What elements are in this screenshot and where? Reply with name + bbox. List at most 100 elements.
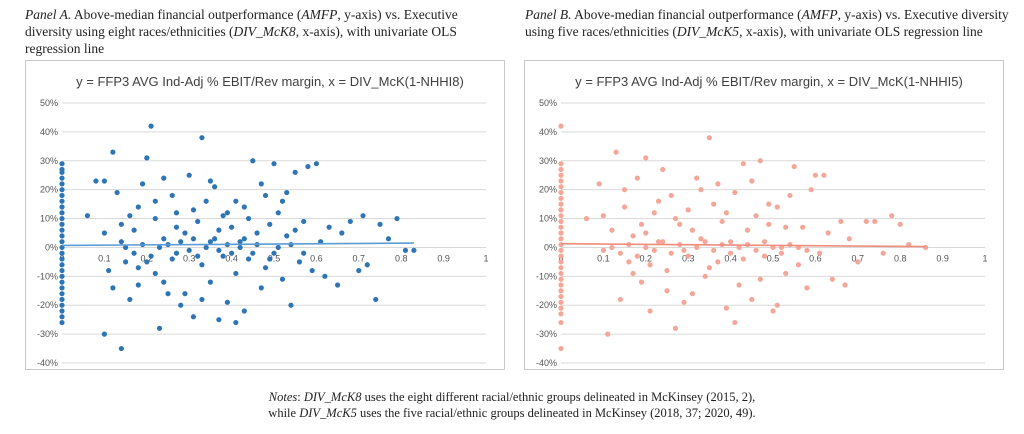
data-point	[301, 218, 307, 225]
data-point	[558, 311, 564, 317]
regression-line	[61, 242, 414, 247]
data-point	[203, 244, 209, 251]
data-point	[59, 210, 65, 216]
data-point	[186, 247, 192, 253]
data-point	[923, 244, 929, 251]
notes-text: while	[268, 406, 300, 420]
data-point	[558, 319, 564, 326]
data-point	[740, 161, 746, 167]
data-point	[233, 198, 239, 204]
panel-a-caption: Panel A. Above-median financial outperfo…	[25, 6, 505, 57]
data-point	[394, 215, 400, 222]
x-tick-label: 0.9	[936, 253, 949, 263]
data-point	[182, 230, 188, 236]
data-point	[558, 259, 564, 265]
data-point	[558, 345, 564, 352]
data-point	[173, 210, 180, 216]
data-point	[101, 178, 107, 184]
data-point	[267, 256, 273, 262]
chart-title: y = FFP3 AVG Ind-Adj % EBIT/Rev margin, …	[76, 74, 464, 89]
data-point	[880, 250, 886, 256]
data-point	[749, 178, 755, 184]
data-point	[59, 285, 65, 291]
data-point	[685, 207, 691, 213]
panel-a-label: Panel A.	[25, 7, 72, 22]
data-point	[630, 270, 636, 277]
data-point	[783, 224, 789, 230]
data-point	[305, 163, 311, 170]
data-point	[804, 247, 810, 253]
chart-panel-b: y = FFP3 AVG Ind-Adj % EBIT/Rev margin, …	[524, 60, 1004, 370]
data-point	[766, 201, 772, 207]
data-point	[288, 302, 294, 308]
data-point	[766, 221, 772, 227]
data-point	[558, 224, 564, 230]
data-point	[668, 250, 674, 256]
data-point	[583, 215, 590, 222]
caption-var: AMFP	[801, 7, 838, 22]
data-point	[364, 262, 370, 268]
y-tick-label: -20%	[536, 300, 557, 310]
notes-line-1: Notes: DIV_McK8 uses the eight different…	[0, 389, 1024, 405]
panel-b-caption: Panel B. Above-median financial outperfo…	[525, 6, 1015, 40]
y-tick-label: -10%	[536, 271, 557, 281]
data-point	[212, 236, 218, 242]
data-point	[190, 314, 197, 320]
data-point	[596, 181, 602, 187]
data-point	[59, 175, 65, 181]
data-point	[59, 256, 65, 262]
data-point	[732, 189, 738, 196]
data-point	[402, 247, 409, 253]
data-point	[655, 239, 662, 245]
data-point	[131, 227, 137, 233]
data-point	[296, 259, 303, 265]
data-point	[558, 265, 564, 271]
data-point	[220, 213, 226, 219]
data-point	[630, 233, 636, 239]
data-point	[245, 256, 252, 262]
data-point	[558, 178, 564, 184]
data-point	[178, 239, 184, 245]
x-tick-label: 0.3	[183, 253, 196, 263]
y-tick-label: 0%	[544, 242, 557, 252]
data-point	[622, 187, 628, 193]
x-tick-label: 0.8	[894, 253, 907, 263]
data-point	[787, 241, 793, 248]
data-point	[161, 175, 167, 181]
data-point	[258, 285, 264, 291]
data-point	[118, 345, 124, 352]
data-point	[634, 253, 640, 259]
data-point	[558, 282, 564, 288]
data-point	[101, 230, 107, 236]
data-point	[301, 250, 307, 256]
data-point	[182, 291, 188, 297]
data-point	[660, 239, 666, 245]
data-point	[558, 293, 564, 300]
data-point	[715, 181, 721, 187]
data-point	[199, 135, 205, 141]
data-point	[118, 221, 124, 227]
data-point	[59, 221, 65, 227]
caption-text: , y-axis) vs. Executive diversity using …	[525, 7, 1009, 39]
data-point	[825, 230, 831, 236]
data-point	[216, 227, 222, 233]
data-point	[237, 244, 243, 251]
y-tick-label: -40%	[536, 358, 557, 368]
y-tick-label: 20%	[539, 185, 557, 195]
data-point	[148, 123, 154, 129]
data-point	[558, 207, 564, 213]
notes-var: DIV_McK8	[303, 390, 362, 404]
data-point	[186, 172, 192, 178]
data-point	[638, 221, 645, 227]
data-point	[207, 239, 213, 245]
x-tick-label: 0.8	[395, 253, 408, 263]
data-point	[558, 218, 564, 225]
data-point	[59, 308, 65, 314]
data-point	[173, 250, 180, 256]
data-point	[728, 250, 734, 256]
data-point	[309, 267, 315, 274]
regression-line	[560, 242, 926, 248]
data-point	[212, 184, 218, 190]
data-point	[698, 187, 704, 193]
y-tick-label: 20%	[40, 185, 58, 195]
